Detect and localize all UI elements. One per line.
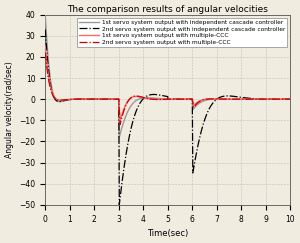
Title: The comparison results of angular velocities: The comparison results of angular veloci… <box>68 5 268 14</box>
Legend: 1st servo system output with independent cascade controller, 2nd servo system ou: 1st servo system output with independent… <box>76 17 287 47</box>
X-axis label: Time(sec): Time(sec) <box>147 229 188 238</box>
Y-axis label: Angular velocity(rad/sec): Angular velocity(rad/sec) <box>5 61 14 158</box>
